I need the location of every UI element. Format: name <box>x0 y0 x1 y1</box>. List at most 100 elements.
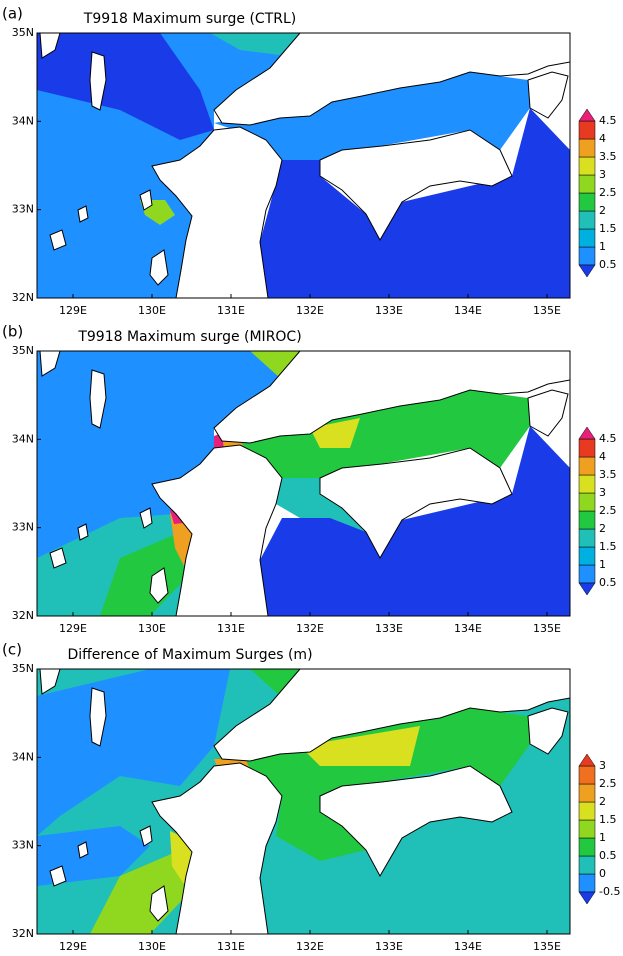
panel-label: (a) <box>2 5 23 23</box>
colorbar-label: 2.5 <box>599 186 617 199</box>
lat-label: 35N <box>12 344 34 357</box>
lon-label: 133E <box>375 304 403 317</box>
colorbar-label: 1 <box>599 831 606 844</box>
lat-label: 32N <box>12 291 34 304</box>
colorbar-segment <box>579 511 595 529</box>
colorbar-end <box>579 427 595 439</box>
colorbar-segment <box>579 529 595 547</box>
lon-label: 134E <box>454 940 482 953</box>
colorbar-label: 0 <box>599 867 606 880</box>
lon-label: 135E <box>533 622 561 635</box>
lat-label: 35N <box>12 26 34 39</box>
colorbar-label: 2.5 <box>599 504 617 517</box>
lon-label: 134E <box>454 622 482 635</box>
colorbar-label: 0.5 <box>599 258 617 271</box>
colorbar-segment <box>579 784 595 802</box>
colorbar-segment <box>579 247 595 265</box>
lon-label: 133E <box>375 940 403 953</box>
colorbar-label: 3.5 <box>599 150 617 163</box>
colorbar-label: 0.5 <box>599 849 617 862</box>
colorbar-label: 4.5 <box>599 114 617 127</box>
lat-label: 34N <box>12 432 34 445</box>
colorbar-label: 4 <box>599 132 606 145</box>
colorbar-label: 3 <box>599 486 606 499</box>
colorbar-label: 1 <box>599 240 606 253</box>
colorbar-segment <box>579 766 595 784</box>
colorbar-end <box>579 265 595 277</box>
colorbar-segment <box>579 229 595 247</box>
colorbar-segment <box>579 139 595 157</box>
colorbar-label: 2 <box>599 204 606 217</box>
lon-label: 130E <box>138 304 166 317</box>
lon-label: 135E <box>533 940 561 953</box>
colorbar-label: 2.5 <box>599 777 617 790</box>
panel: (b) T9918 Maximum surge (MIROC) 35N 34N 33N 3… <box>2 323 617 636</box>
colorbar-segment <box>579 175 595 193</box>
panel: (a)T9918 Maximum surge (CTRL)35N34N33N32… <box>2 5 617 318</box>
map <box>37 351 570 616</box>
colorbar-segment <box>579 565 595 583</box>
colorbar-segment <box>579 439 595 457</box>
land <box>528 72 568 118</box>
lon-label: 130E <box>138 622 166 635</box>
lon-label: 130E <box>138 940 166 953</box>
lat-label: 32N <box>12 927 34 940</box>
lat-label: 32N <box>12 609 34 622</box>
colorbar-label: 4 <box>599 450 606 463</box>
colorbar-segment <box>579 874 595 892</box>
colorbar-label: 1.5 <box>599 540 617 553</box>
colorbar-label: 2 <box>599 522 606 535</box>
panel-title: Difference of Maximum Surges (m) <box>67 647 312 663</box>
lon-label: 133E <box>375 622 403 635</box>
lat-label: 34N <box>12 750 34 763</box>
panel-title: T9918 Maximum surge (MIROC) <box>77 329 301 345</box>
lon-label: 132E <box>296 304 324 317</box>
colorbar-segment <box>579 802 595 820</box>
map <box>37 33 570 298</box>
map <box>37 669 570 934</box>
lon-label: 132E <box>296 622 324 635</box>
lon-label: 129E <box>59 622 87 635</box>
lon-label: 129E <box>59 304 87 317</box>
colorbar-segment <box>579 493 595 511</box>
lon-label: 132E <box>296 940 324 953</box>
colorbar-label: 2 <box>599 795 606 808</box>
colorbar-label: -0.5 <box>599 885 620 898</box>
colorbar-label: 4.5 <box>599 432 617 445</box>
lat-label: 33N <box>12 521 34 534</box>
lon-label: 135E <box>533 304 561 317</box>
colorbar-segment <box>579 856 595 874</box>
colorbar-label: 3 <box>599 168 606 181</box>
figure: (a)T9918 Maximum surge (CTRL)35N34N33N32… <box>0 0 623 956</box>
colorbar-end <box>579 892 595 904</box>
lat-label: 34N <box>12 114 34 127</box>
colorbar-segment <box>579 121 595 139</box>
colorbar-segment <box>579 547 595 565</box>
lat-label: 33N <box>12 839 34 852</box>
colorbar-end <box>579 109 595 121</box>
lon-label: 131E <box>217 622 245 635</box>
panel-label: (b) <box>2 323 23 341</box>
colorbar-label: 3 <box>599 759 606 772</box>
colorbar-segment <box>579 457 595 475</box>
colorbar-label: 0.5 <box>599 576 617 589</box>
land <box>528 390 568 436</box>
colorbar-segment <box>579 193 595 211</box>
colorbar-end <box>579 583 595 595</box>
lon-label: 129E <box>59 940 87 953</box>
panel-label: (c) <box>2 641 22 659</box>
colorbar-end <box>579 754 595 766</box>
lat-label: 35N <box>12 662 34 675</box>
lat-label: 33N <box>12 203 34 216</box>
lon-label: 131E <box>217 304 245 317</box>
colorbar-label: 1.5 <box>599 222 617 235</box>
colorbar-label: 1 <box>599 558 606 571</box>
lon-label: 131E <box>217 940 245 953</box>
colorbar-label: 3.5 <box>599 468 617 481</box>
colorbar-label: 1.5 <box>599 813 617 826</box>
panel: (c) Difference of Maximum Surges (m) 35N 34… <box>2 641 620 954</box>
colorbar-segment <box>579 157 595 175</box>
panel-title: T9918 Maximum surge (CTRL) <box>83 11 296 27</box>
colorbar-segment <box>579 211 595 229</box>
colorbar-segment <box>579 475 595 493</box>
